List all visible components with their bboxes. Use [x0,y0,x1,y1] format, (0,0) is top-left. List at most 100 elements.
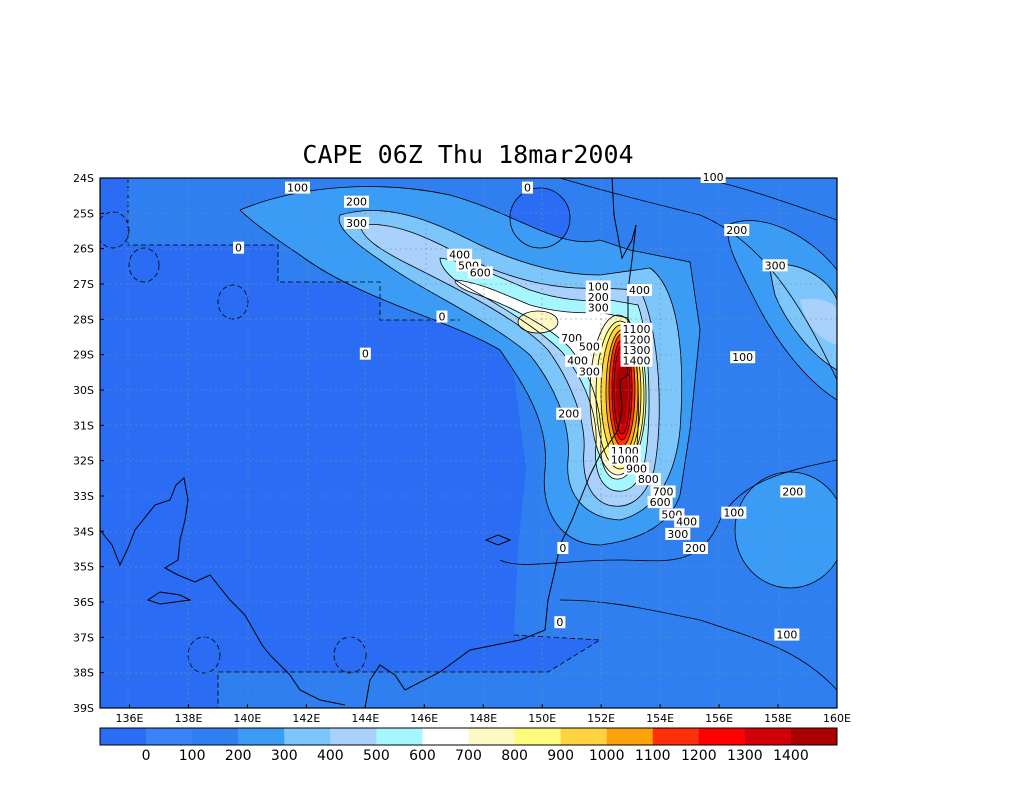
contour-label: 100 [776,629,797,642]
coastline [100,178,637,708]
lon-tick-label: 144E [351,712,379,725]
contour-label-bg [620,322,653,335]
lat-tick-label: 37S [73,631,94,644]
map-title: CAPE 06Z Thu 18mar2004 [302,140,634,169]
contour-label-bg [565,354,591,367]
lon-tick-label: 156E [705,712,733,725]
contour-label-bg [665,527,691,540]
contour-label: 1100 [623,323,651,336]
colorbar-frame [99,727,838,746]
contour-label-bg [724,224,750,236]
lon-tick-label: 158E [764,712,792,725]
contour-label-bg [721,506,747,519]
grid-lines [100,178,837,708]
contour-label: 200 [588,291,609,304]
colorbar-label: 1000 [589,748,625,764]
contour-label-bg [576,365,602,378]
contour-label-bg [521,181,533,194]
colorbar-swatch [514,728,562,745]
colorbar-swatch [192,728,239,745]
colorbar-label: 0 [142,748,151,764]
colorbar-label: 500 [363,748,390,764]
contour-label-bg [650,485,676,498]
contour-label: 0 [438,311,445,324]
colorbar-swatch [100,728,147,745]
contour-label-bg [285,181,311,194]
lat-tick-label: 29S [73,349,94,362]
contour-label-bg [647,496,673,509]
contour-label-bg [730,351,756,364]
contour-label-bg [620,354,653,367]
contour-label: 400 [567,355,588,368]
contour-label: 1300 [623,344,651,357]
colorbar-label: 1300 [727,748,763,764]
contour-label-bg [624,462,650,475]
contour-label-bg [359,347,371,360]
contour-label: 100 [723,507,744,520]
contour-label-bg [674,515,700,528]
lat-tick-label: 38S [73,667,94,680]
colorbar-label: 300 [271,748,298,764]
colorbar-label: 400 [317,748,344,764]
colorbar-swatch [790,728,838,745]
colorbar-swatch [146,728,193,745]
colorbar-label: 900 [547,748,574,764]
cape-field [100,178,837,708]
contour-label: 300 [579,365,600,378]
contour-label: 100 [703,171,724,184]
contour-label: 100 [732,351,753,364]
contour-label: 200 [346,196,367,209]
contour-label-bg [343,216,369,229]
colorbar-swatch [698,728,746,745]
contour-label-bg [635,473,661,486]
contour-label: 0 [524,182,531,195]
axis-labels: 136E 138E 140E 142E 144E 146E 148E 150E 152E 154E… [73,172,851,725]
contour-label: 300 [588,302,609,315]
contour-label-bg [576,340,602,353]
contour-label-bg [343,195,369,208]
lon-tick-label: 152E [587,712,615,725]
contour-label-bg [436,310,448,323]
contour-label: 1400 [623,355,651,368]
contour-label-bg [774,628,800,641]
contour-label: 400 [629,284,650,297]
contour-label: 200 [558,408,579,421]
map-frame [99,177,838,709]
colorbar-swatch [330,728,377,745]
contour-label-bg [585,301,611,314]
contour-label-bg [447,248,473,261]
contour-label-bg [554,616,566,629]
colorbar-label: 1400 [773,748,809,764]
colorbar-swatch [606,728,654,745]
colorbar-label: 600 [409,748,436,764]
contour-label-bg [557,542,569,554]
contour-label-bg [780,485,806,498]
lon-tick-label: 140E [233,712,261,725]
contour-label: 600 [650,496,671,509]
contour-label: 600 [470,266,491,279]
lat-tick-label: 24S [73,172,94,185]
lat-tick-label: 26S [73,243,94,256]
contour-label: 400 [449,249,470,262]
colorbar-swatch [652,728,700,745]
contour-label: 200 [726,224,747,237]
colorbar-label: 800 [501,748,528,764]
lat-tick-label: 31S [73,419,94,432]
colorbar-label: 100 [179,748,206,764]
colorbar-label: 700 [455,748,482,764]
colorbar-swatch [284,728,331,745]
contour-label-bg [233,241,245,254]
contour-label: 500 [579,341,600,354]
colorbar-swatch [422,728,469,745]
lon-tick-label: 154E [646,712,674,725]
contour-label: 1200 [623,334,651,347]
contour-label-bg [620,344,653,357]
contour-label-bg [556,407,582,420]
contour-label: 400 [676,516,697,529]
lat-tick-label: 34S [73,525,94,538]
lat-tick-label: 30S [73,384,94,397]
contour-label: 300 [346,217,367,230]
colorbar-label: 1100 [635,748,671,764]
lon-tick-label: 160E [823,712,851,725]
lon-tick-label: 148E [469,712,497,725]
